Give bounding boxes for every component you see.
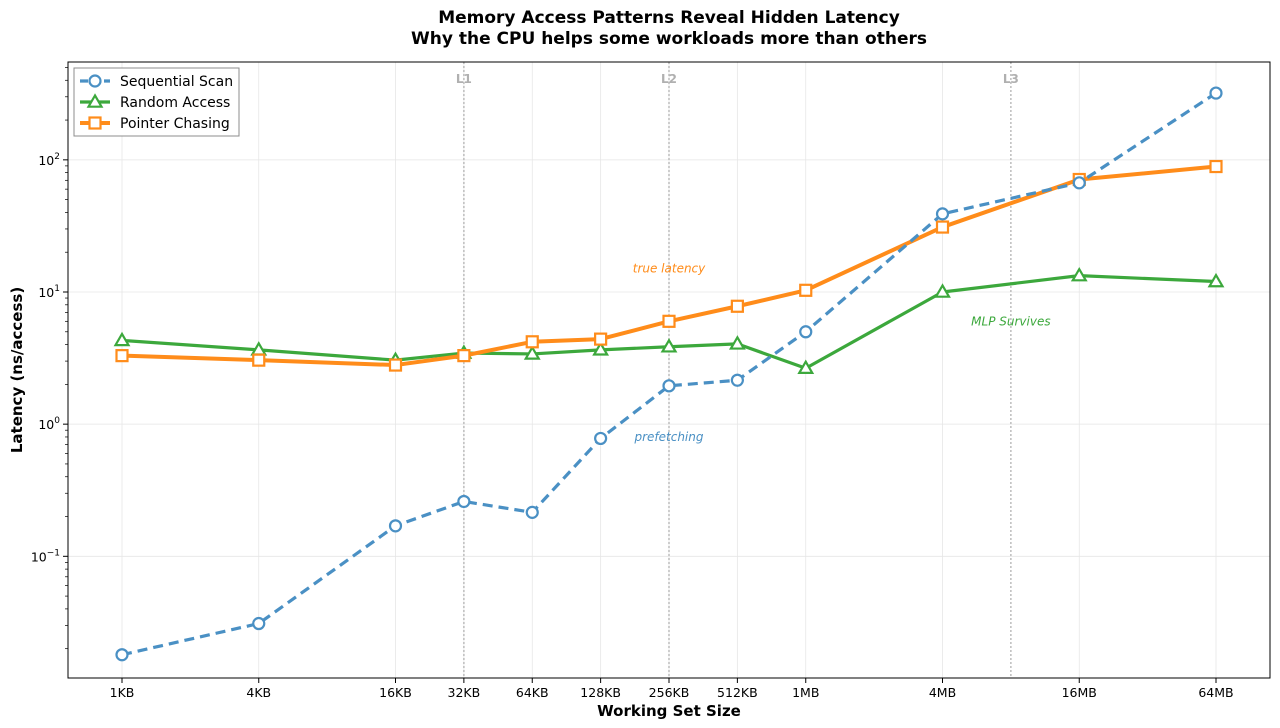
y-tick-label: 101 bbox=[38, 284, 60, 300]
y-axis-label: Latency (ns/access) bbox=[8, 287, 26, 453]
cache-boundary-label: L1 bbox=[456, 72, 472, 86]
data-point-triangle bbox=[113, 331, 131, 347]
data-point-triangle bbox=[728, 335, 746, 350]
data-point-circle bbox=[88, 74, 102, 88]
legend-item: Pointer Chasing bbox=[80, 116, 230, 132]
data-point-circle bbox=[388, 519, 403, 533]
data-point-triangle bbox=[86, 93, 104, 108]
x-tick-label: 256KB bbox=[649, 685, 690, 700]
data-point-circle bbox=[1072, 176, 1086, 190]
x-tick-label: 16MB bbox=[1062, 685, 1097, 700]
x-tick-label: 128KB bbox=[580, 685, 621, 700]
data-point-square bbox=[115, 349, 129, 363]
legend-label: Random Access bbox=[120, 95, 230, 111]
y-tick-label: 100 bbox=[38, 416, 60, 432]
data-point-circle bbox=[799, 325, 813, 339]
data-point-triangle bbox=[1070, 266, 1088, 282]
y-tick-label: 102 bbox=[38, 152, 60, 168]
series-line bbox=[120, 274, 1218, 370]
x-tick-label: 64KB bbox=[516, 685, 549, 700]
data-point-square bbox=[935, 220, 950, 234]
data-point-square bbox=[662, 314, 676, 328]
tick-layer: 1KB 4KB 16KB 32KB 64KB 128KB 256KB 512KB 1MB 4MB 1… bbox=[31, 67, 1234, 700]
data-point-square bbox=[594, 332, 608, 346]
data-point-triangle bbox=[1207, 272, 1225, 288]
x-tick-label: 4MB bbox=[929, 685, 956, 700]
data-point-square bbox=[525, 335, 539, 349]
data-point-square bbox=[457, 349, 471, 363]
series-sequential-scan bbox=[115, 86, 1223, 662]
data-point-circle bbox=[730, 373, 744, 387]
data-point-triangle bbox=[797, 359, 815, 374]
data-point-square bbox=[388, 358, 403, 372]
x-tick-label: 512KB bbox=[717, 685, 758, 700]
annotation-layer: true latency prefetching MLP Survives bbox=[633, 262, 1051, 444]
data-point-square bbox=[799, 283, 813, 297]
data-point-circle bbox=[1209, 86, 1223, 100]
data-point-triangle bbox=[592, 341, 610, 356]
data-point-circle bbox=[252, 616, 266, 631]
chart-subtitle: Why the CPU helps some workloads more th… bbox=[411, 29, 927, 49]
data-point-circle bbox=[115, 648, 129, 662]
series-layer bbox=[113, 86, 1225, 662]
x-tick-label: 64MB bbox=[1198, 685, 1233, 700]
data-point-circle bbox=[457, 494, 471, 509]
series-line bbox=[121, 91, 1217, 657]
x-tick-label: 4KB bbox=[246, 685, 271, 700]
data-point-circle bbox=[594, 431, 608, 446]
series-line bbox=[120, 164, 1218, 368]
x-tick-label: 1KB bbox=[110, 685, 135, 700]
cache-boundary-layer: L1 L2 L3 bbox=[456, 62, 1019, 678]
data-point-square bbox=[252, 353, 266, 367]
annotation-label: true latency bbox=[633, 262, 706, 276]
data-point-triangle bbox=[523, 345, 541, 360]
x-tick-label: 1MB bbox=[792, 685, 819, 700]
legend-label: Pointer Chasing bbox=[120, 116, 230, 132]
cache-boundary-label: L3 bbox=[1003, 72, 1019, 86]
annotation-label: MLP Survives bbox=[971, 314, 1050, 328]
data-point-square bbox=[1209, 159, 1223, 174]
data-point-circle bbox=[935, 207, 950, 221]
y-tick-label: 10−1 bbox=[31, 548, 60, 564]
x-tick-label: 16KB bbox=[379, 685, 412, 700]
legend-item: Random Access bbox=[80, 93, 230, 111]
x-axis-label: Working Set Size bbox=[597, 702, 741, 720]
legend: Sequential Scan Random Access Pointer Chas… bbox=[73, 67, 240, 137]
annotation-label: prefetching bbox=[633, 430, 703, 444]
data-point-square bbox=[88, 116, 102, 130]
legend-label: Sequential Scan bbox=[120, 74, 233, 90]
x-tick-label: 32KB bbox=[448, 685, 481, 700]
cache-boundary-label: L2 bbox=[661, 72, 677, 86]
data-point-triangle bbox=[660, 338, 678, 353]
data-point-square bbox=[730, 299, 744, 313]
chart-title: Memory Access Patterns Reveal Hidden Lat… bbox=[438, 8, 900, 28]
data-point-triangle bbox=[934, 283, 951, 298]
series-random-access bbox=[113, 266, 1225, 374]
data-point-circle bbox=[525, 505, 539, 519]
legend-item: Sequential Scan bbox=[80, 74, 233, 90]
data-point-circle bbox=[662, 379, 676, 393]
